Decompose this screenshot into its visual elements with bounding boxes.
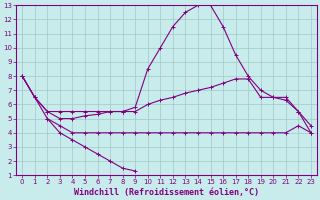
X-axis label: Windchill (Refroidissement éolien,°C): Windchill (Refroidissement éolien,°C) bbox=[74, 188, 259, 197]
